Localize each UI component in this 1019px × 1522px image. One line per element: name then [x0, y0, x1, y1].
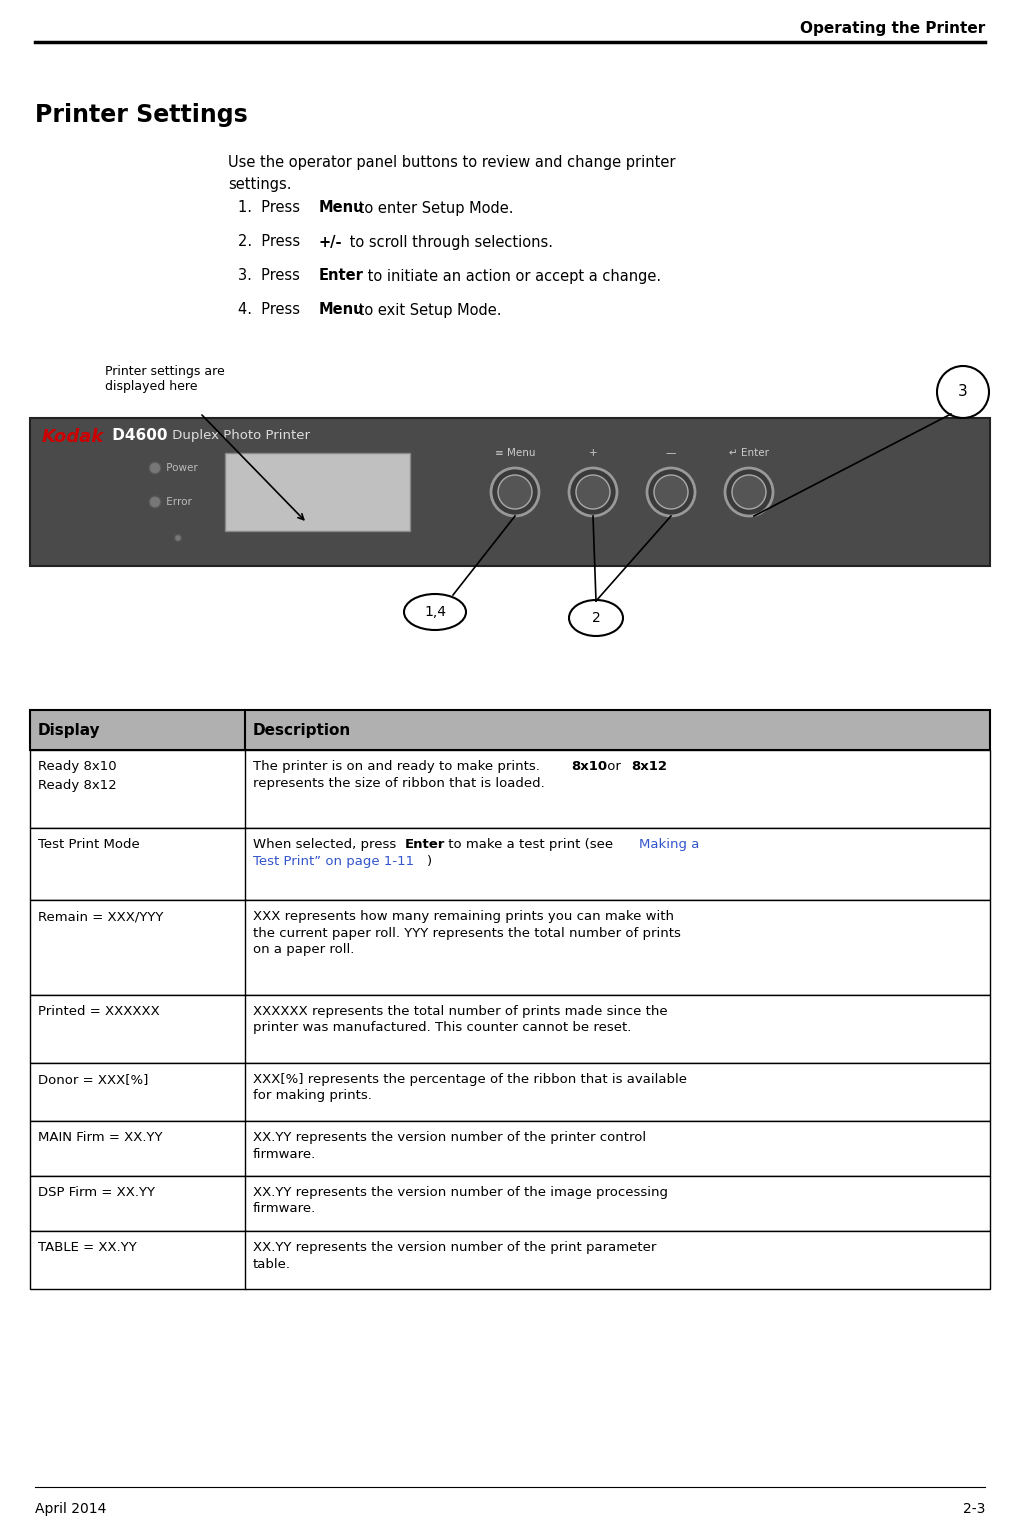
Circle shape: [732, 475, 765, 508]
Bar: [30, 1062, 989, 1122]
Text: XX.YY represents the version number of the print parameter: XX.YY represents the version number of t…: [253, 1240, 656, 1254]
Text: April 2014: April 2014: [35, 1502, 106, 1516]
Circle shape: [149, 463, 161, 473]
Bar: [30, 900, 989, 995]
FancyArrowPatch shape: [202, 416, 304, 519]
Text: Description: Description: [253, 723, 351, 738]
Text: the current paper roll. YYY represents the total number of prints: the current paper roll. YYY represents t…: [253, 927, 681, 939]
Bar: [30, 419, 989, 566]
Text: XXX represents how many remaining prints you can make with: XXX represents how many remaining prints…: [253, 910, 674, 922]
Text: Menu: Menu: [319, 303, 364, 318]
Text: TABLE = XX.YY: TABLE = XX.YY: [38, 1240, 137, 1254]
Text: Test Print” on page 1-11: Test Print” on page 1-11: [253, 854, 414, 868]
Text: 4.  Press: 4. Press: [237, 303, 305, 318]
Text: Printer Settings: Printer Settings: [35, 103, 248, 126]
Text: 1,4: 1,4: [424, 606, 445, 619]
Text: Remain = XXX/YYY: Remain = XXX/YYY: [38, 910, 163, 922]
Text: 3.  Press: 3. Press: [237, 268, 305, 283]
Text: 2.  Press: 2. Press: [237, 234, 305, 250]
Circle shape: [936, 365, 988, 419]
Text: to make a test print (see: to make a test print (see: [443, 839, 616, 851]
Text: +/-: +/-: [319, 234, 342, 250]
Bar: [30, 750, 989, 828]
Text: Printer settings are
displayed here: Printer settings are displayed here: [105, 365, 224, 393]
Text: The printer is on and ready to make prints.: The printer is on and ready to make prin…: [253, 759, 543, 773]
Text: When selected, press: When selected, press: [253, 839, 400, 851]
Text: represents the size of ribbon that is loaded.: represents the size of ribbon that is lo…: [253, 776, 544, 790]
Text: ≡ Menu: ≡ Menu: [494, 447, 535, 458]
Bar: [30, 1122, 989, 1177]
Text: for making prints.: for making prints.: [253, 1090, 372, 1102]
Text: XX.YY represents the version number of the image processing: XX.YY represents the version number of t…: [253, 1186, 667, 1199]
Text: +: +: [588, 447, 597, 458]
Text: Test Print Mode: Test Print Mode: [38, 839, 140, 851]
Text: Duplex Photo Printer: Duplex Photo Printer: [168, 429, 310, 443]
Circle shape: [646, 467, 694, 516]
Ellipse shape: [569, 600, 623, 636]
Circle shape: [725, 467, 772, 516]
Circle shape: [569, 467, 616, 516]
Circle shape: [653, 475, 688, 508]
Bar: [30, 995, 989, 1062]
Circle shape: [490, 467, 538, 516]
Text: to exit Setup Mode.: to exit Setup Mode.: [354, 303, 501, 318]
Text: settings.: settings.: [228, 177, 291, 192]
Text: Making a: Making a: [639, 839, 699, 851]
Text: Enter: Enter: [319, 268, 364, 283]
Text: Donor = XXX[%]: Donor = XXX[%]: [38, 1073, 148, 1087]
Ellipse shape: [404, 594, 466, 630]
Text: to scroll through selections.: to scroll through selections.: [344, 234, 552, 250]
Text: Enter: Enter: [405, 839, 444, 851]
Text: Menu: Menu: [319, 201, 364, 216]
Text: Use the operator panel buttons to review and change printer: Use the operator panel buttons to review…: [228, 155, 675, 170]
Text: Power: Power: [163, 463, 198, 473]
Bar: [30, 1177, 989, 1231]
Circle shape: [497, 475, 532, 508]
Text: XXXXXX represents the total number of prints made since the: XXXXXX represents the total number of pr…: [253, 1005, 667, 1018]
Text: ): ): [426, 854, 431, 868]
Text: XX.YY represents the version number of the printer control: XX.YY represents the version number of t…: [253, 1131, 645, 1145]
Text: firmware.: firmware.: [253, 1148, 316, 1160]
Text: Display: Display: [38, 723, 101, 738]
Text: MAIN Firm = XX.YY: MAIN Firm = XX.YY: [38, 1131, 162, 1145]
Text: printer was manufactured. This counter cannot be reset.: printer was manufactured. This counter c…: [253, 1021, 631, 1035]
Text: D4600: D4600: [107, 429, 167, 443]
Circle shape: [149, 496, 161, 508]
Text: 3: 3: [957, 385, 967, 399]
Text: 2-3: 2-3: [962, 1502, 984, 1516]
Text: Error: Error: [163, 498, 192, 507]
Text: to enter Setup Mode.: to enter Setup Mode.: [354, 201, 513, 216]
Circle shape: [576, 475, 609, 508]
Text: Ready 8x10
Ready 8x12: Ready 8x10 Ready 8x12: [38, 759, 116, 791]
Text: DSP Firm = XX.YY: DSP Firm = XX.YY: [38, 1186, 155, 1199]
Text: 8x10: 8x10: [571, 759, 606, 773]
Text: ↵ Enter: ↵ Enter: [729, 447, 768, 458]
Text: 8x12: 8x12: [631, 759, 666, 773]
Text: Kodak: Kodak: [42, 428, 104, 446]
Text: 2: 2: [591, 610, 600, 626]
Bar: [30, 828, 989, 900]
Bar: [30, 1231, 989, 1289]
Text: on a paper roll.: on a paper roll.: [253, 944, 354, 956]
Text: table.: table.: [253, 1257, 290, 1271]
Text: Operating the Printer: Operating the Printer: [799, 20, 984, 35]
Text: Printed = XXXXXX: Printed = XXXXXX: [38, 1005, 160, 1018]
Bar: [30, 709, 989, 750]
Bar: [225, 454, 410, 531]
Text: or: or: [602, 759, 624, 773]
Text: XXX[%] represents the percentage of the ribbon that is available: XXX[%] represents the percentage of the …: [253, 1073, 687, 1087]
Text: 1.  Press: 1. Press: [237, 201, 305, 216]
Text: firmware.: firmware.: [253, 1202, 316, 1216]
Text: —: —: [665, 447, 676, 458]
Circle shape: [174, 534, 181, 542]
Text: to initiate an action or accept a change.: to initiate an action or accept a change…: [363, 268, 660, 283]
